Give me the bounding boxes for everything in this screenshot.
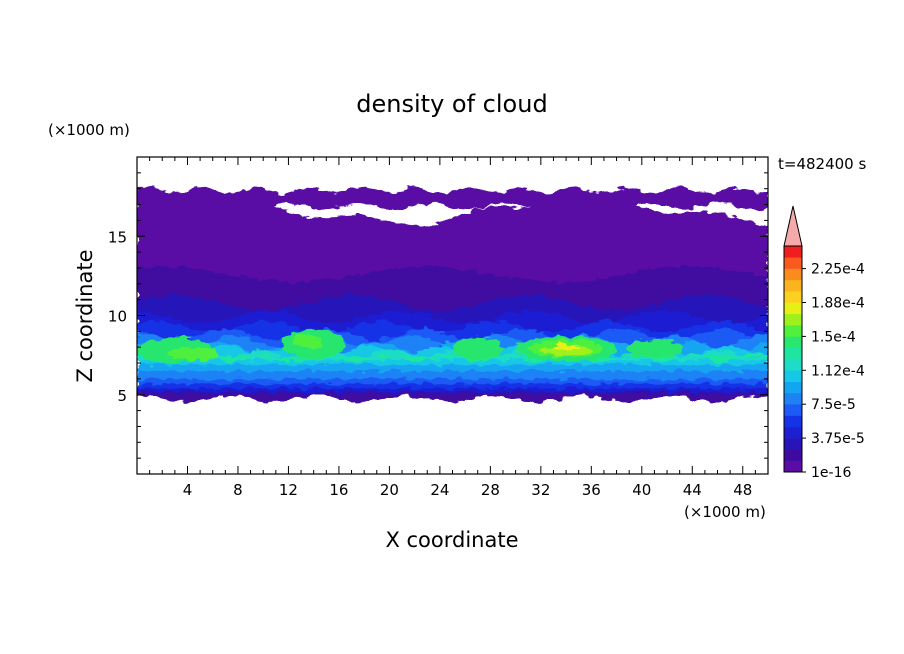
x-tick-label: 24 <box>430 481 449 499</box>
colorbar-swatch <box>784 460 802 473</box>
max-region-4 <box>626 339 683 359</box>
y-unit-label: (×1000 m) <box>48 121 130 139</box>
colorbar-swatch <box>784 381 802 394</box>
plot-area <box>137 187 768 402</box>
x-tick-label: 48 <box>733 481 752 499</box>
colorbar-swatch <box>784 325 802 337</box>
peak-region-0 <box>168 346 220 361</box>
y-tick-label: 5 <box>117 387 127 405</box>
colorbar-swatch <box>784 268 802 281</box>
colorbar-swatch <box>784 313 802 326</box>
colorbar-swatch <box>784 359 802 371</box>
colorbar-swatch <box>784 347 802 360</box>
x-tick-label: 12 <box>279 481 298 499</box>
x-axis-label: X coordinate <box>385 528 518 552</box>
x-tick-label: 28 <box>481 481 500 499</box>
colorbar-label: 1.88e-4 <box>811 296 865 312</box>
colorbar-swatch <box>784 404 802 416</box>
colorbar-label: 1e-16 <box>811 465 851 481</box>
colorbar-swatch <box>784 279 802 292</box>
x-tick-label: 20 <box>380 481 399 499</box>
band-10 <box>137 354 768 363</box>
high-cloud-patch <box>137 187 768 210</box>
colorbar-label: 1.5e-4 <box>811 329 856 345</box>
x-unit-label: (×1000 m) <box>684 503 766 521</box>
colorbar: 1e-16 3.75e-5 7.5e-5 1.12e-4 1.5e-4 1.88e-4 2.… <box>783 205 865 481</box>
peak-core-inner <box>552 343 580 351</box>
colorbar-label: 1.12e-4 <box>811 363 865 379</box>
colorbar-swatch <box>784 336 802 348</box>
y-axis-label: Z coordinate <box>73 249 97 382</box>
max-region-2 <box>452 337 503 360</box>
y-tick-label: 10 <box>108 308 127 326</box>
colorbar-swatch <box>784 449 802 461</box>
chart-title: density of cloud <box>356 90 547 118</box>
colorbar-extend-arrow <box>783 205 803 247</box>
colorbar-swatch <box>784 426 802 439</box>
time-label: t=482400 s <box>778 155 866 173</box>
x-tick-label: 16 <box>329 481 348 499</box>
colorbar-swatch <box>784 438 802 450</box>
cloud-field <box>137 187 768 402</box>
x-tick-label: 4 <box>183 481 193 499</box>
peak-region-1 <box>292 333 323 348</box>
colorbar-label: 3.75e-5 <box>811 431 865 447</box>
x-axis: 4 8 12 16 20 24 28 32 36 40 44 48 <box>149 157 756 499</box>
colorbar-label: 7.5e-5 <box>811 397 856 413</box>
x-tick-label: 36 <box>582 481 601 499</box>
colorbar-swatch <box>784 302 802 315</box>
colorbar-swatch <box>784 291 802 303</box>
y-tick-label: 15 <box>108 228 127 246</box>
x-tick-label: 44 <box>683 481 702 499</box>
colorbar-swatch <box>784 415 802 428</box>
x-tick-label: 8 <box>233 481 243 499</box>
colorbar-label: 2.25e-4 <box>811 262 865 278</box>
colorbar-swatch <box>784 246 802 258</box>
y-axis: 5 10 15 <box>108 172 768 459</box>
colorbar-swatch <box>784 392 802 405</box>
colorbar-swatch <box>784 370 802 382</box>
x-tick-label: 40 <box>632 481 651 499</box>
colorbar-swatch <box>784 257 802 269</box>
x-tick-label: 32 <box>531 481 550 499</box>
